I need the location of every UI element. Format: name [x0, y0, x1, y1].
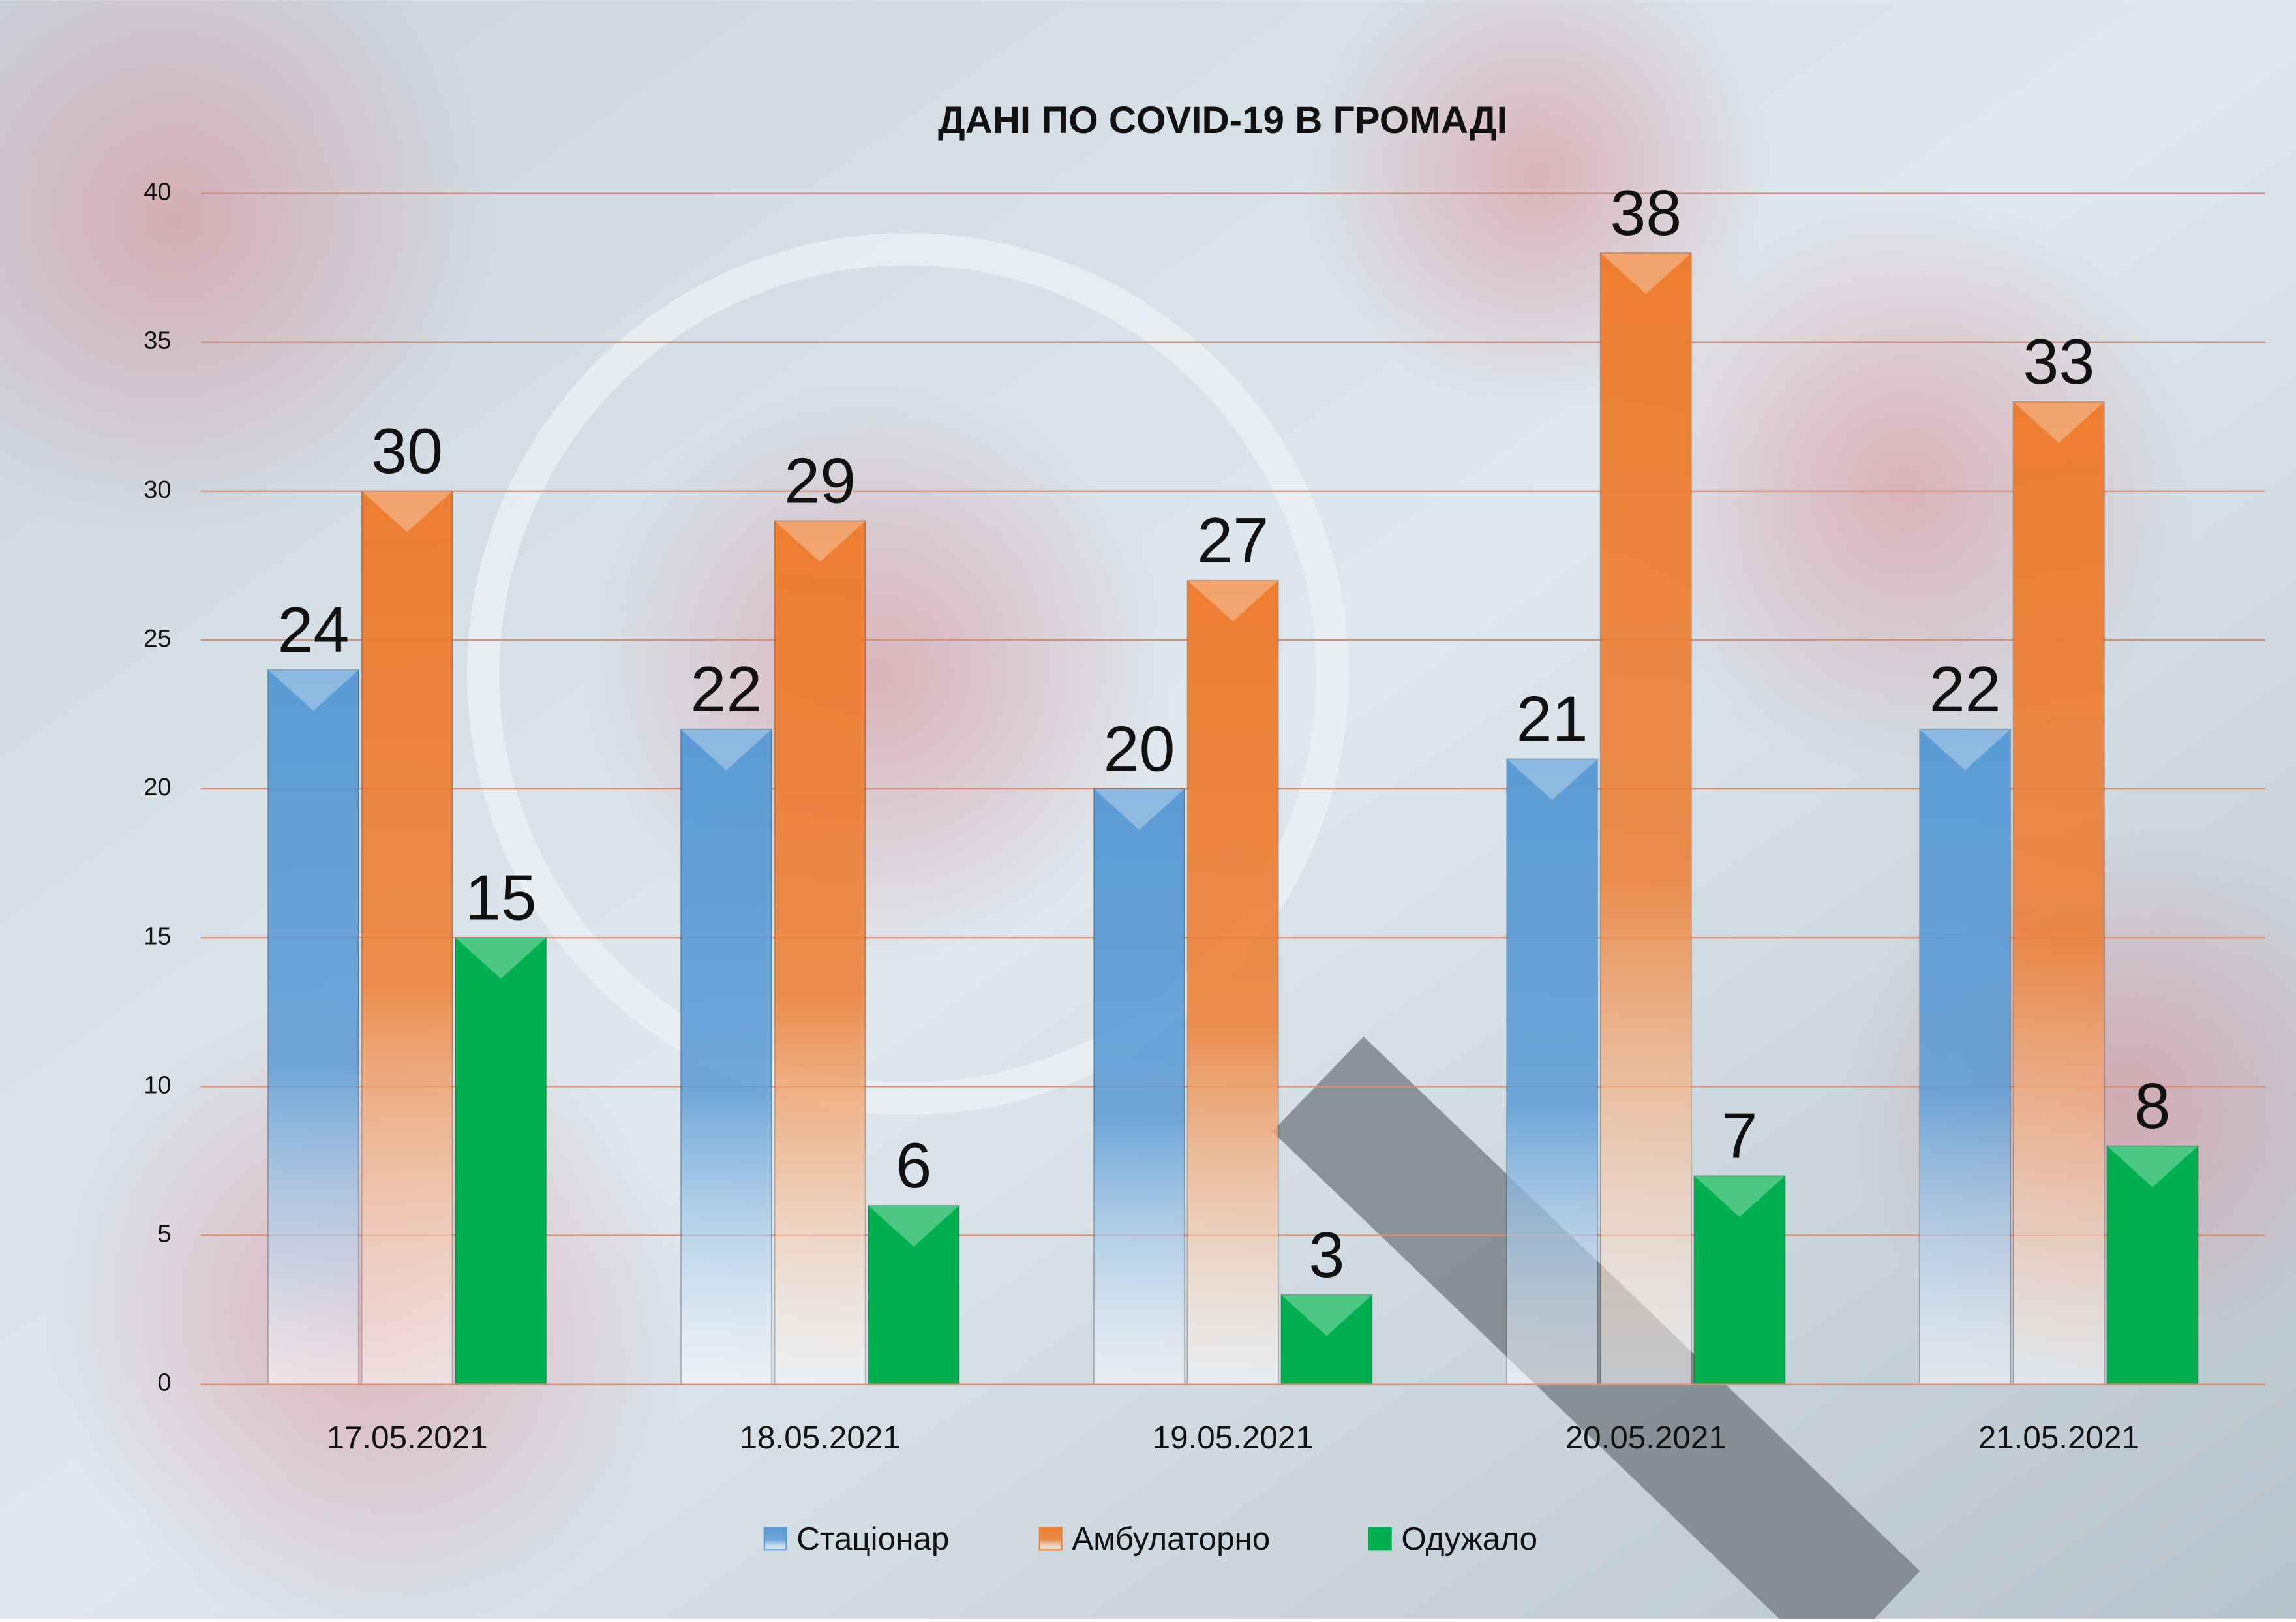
bar-bevel	[774, 521, 866, 562]
data-label: 24	[277, 594, 349, 666]
x-tick-label: 18.05.2021	[740, 1420, 901, 1456]
bar-bevel	[1093, 789, 1185, 830]
bar-bevel	[1507, 759, 1598, 801]
bar-bevel	[361, 491, 453, 532]
bar-bevel	[868, 1205, 959, 1247]
data-label: 30	[371, 415, 443, 487]
chart-title: ДАНІ ПО COVID-19 В ГРОМАДІ	[938, 99, 1507, 142]
bar	[868, 1204, 960, 1385]
x-tick-label: 19.05.2021	[1153, 1420, 1314, 1456]
legend-marker	[763, 1527, 787, 1551]
x-tick-label: 20.05.2021	[1565, 1420, 1727, 1456]
data-label: 29	[784, 445, 856, 517]
data-label: 15	[465, 861, 537, 933]
data-label: 38	[1610, 177, 1682, 249]
legend-marker	[1368, 1527, 1392, 1551]
y-tick-label: 25	[144, 624, 171, 652]
bar	[1186, 579, 1279, 1385]
bar	[2012, 401, 2105, 1385]
bar-bevel	[1920, 729, 2011, 771]
bar	[267, 669, 359, 1385]
legend-marker	[1038, 1527, 1063, 1551]
y-tick-label: 40	[144, 178, 171, 206]
legend-label: Одужало	[1401, 1521, 1537, 1557]
bar	[680, 728, 772, 1385]
y-tick-label: 30	[144, 476, 171, 504]
data-label: 3	[1308, 1219, 1344, 1291]
data-label: 21	[1517, 683, 1588, 755]
data-label: 20	[1104, 712, 1175, 784]
bar	[361, 490, 453, 1385]
data-label: 6	[896, 1129, 931, 1201]
bar-bevel	[1187, 580, 1278, 622]
bar-bevel	[267, 669, 359, 711]
data-label: 7	[1721, 1099, 1757, 1171]
x-tick-label: 17.05.2021	[327, 1420, 488, 1456]
bar	[455, 937, 547, 1385]
bar	[774, 520, 866, 1385]
legend-label: Амбулаторно	[1072, 1521, 1270, 1557]
y-tick-label: 15	[144, 922, 171, 950]
data-label: 22	[1929, 653, 2001, 725]
bar	[1599, 252, 1692, 1385]
y-tick-label: 20	[144, 773, 171, 801]
bar-bevel	[1694, 1176, 1785, 1217]
data-label: 22	[691, 653, 763, 725]
bar-bevel	[2013, 401, 2104, 443]
bar	[2106, 1145, 2199, 1385]
y-tick-label: 35	[144, 327, 171, 355]
bar-bevel	[455, 938, 547, 979]
data-label: 8	[2135, 1070, 2171, 1142]
legend-label: Стаціонар	[796, 1521, 949, 1557]
bar	[1693, 1175, 1786, 1385]
y-tick-label: 5	[157, 1220, 171, 1248]
x-tick-label: 21.05.2021	[1978, 1420, 2139, 1456]
bar-bevel	[680, 729, 772, 771]
y-tick-label: 0	[157, 1369, 171, 1397]
bar	[1093, 788, 1186, 1385]
bar	[1919, 728, 2012, 1385]
data-label: 27	[1197, 504, 1269, 576]
data-label: 33	[2023, 326, 2094, 397]
y-tick-label: 10	[144, 1071, 171, 1099]
bar-bevel	[1281, 1294, 1372, 1336]
bar-bevel	[1600, 252, 1691, 294]
bar	[1506, 758, 1599, 1385]
bar-bevel	[2107, 1146, 2198, 1187]
